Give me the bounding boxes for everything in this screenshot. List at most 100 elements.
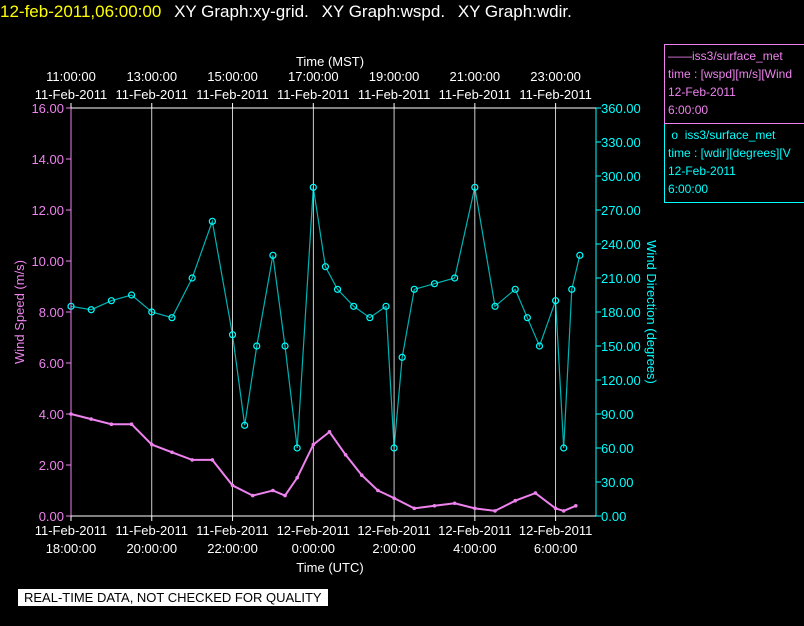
y-right-axis-title: Wind Direction (degrees) bbox=[644, 240, 659, 384]
wind-speed-point bbox=[327, 430, 332, 434]
x-top-tick-date: 11-Feb-2011 bbox=[358, 87, 431, 102]
y-left-axis-title: Wind Speed (m/s) bbox=[12, 260, 27, 364]
x-top-tick-time: 21:00:00 bbox=[450, 69, 501, 84]
y-left-tick-label: 10.00 bbox=[31, 254, 64, 269]
x-top-tick-time: 13:00:00 bbox=[126, 69, 177, 84]
wind-direction-point bbox=[241, 421, 249, 429]
wind-speed-point bbox=[513, 498, 518, 503]
y-right-tick-label: 240.00 bbox=[601, 237, 641, 252]
wind-direction-point bbox=[87, 306, 95, 314]
y-right-tick-label: 210.00 bbox=[601, 271, 641, 286]
y-left-tick-label: 12.00 bbox=[31, 203, 64, 218]
wind-direction-point bbox=[535, 342, 544, 350]
y-left-tick-label: 8.00 bbox=[39, 305, 64, 320]
wind-speed-point bbox=[452, 501, 457, 506]
legend: ——iss3/surface_met time : [wspd][m/s][Wi… bbox=[664, 44, 804, 203]
wind-direction-point bbox=[333, 285, 342, 293]
x-bottom-tick-date: 11-Feb-2011 bbox=[35, 523, 108, 538]
x-bottom-tick-time: 22:00:00 bbox=[207, 541, 258, 556]
wind-direction-point bbox=[309, 183, 317, 191]
quality-banner: REAL-TIME DATA, NOT CHECKED FOR QUALITY bbox=[18, 589, 328, 606]
x-top-axis-title: Time (MST) bbox=[296, 54, 364, 69]
line-swatch: —— bbox=[668, 49, 692, 63]
wind-direction-point bbox=[321, 263, 330, 271]
x-top-tick-date: 11-Feb-2011 bbox=[519, 87, 592, 102]
y-right-tick-label: 30.00 bbox=[601, 475, 634, 490]
x-top-tick-time: 17:00:00 bbox=[288, 69, 339, 84]
wind-direction-point bbox=[390, 444, 398, 452]
wind-speed-point bbox=[170, 450, 174, 455]
y-left-tick-label: 14.00 bbox=[31, 152, 64, 167]
wind-direction-point bbox=[471, 183, 479, 191]
wind-speed-point bbox=[553, 506, 558, 511]
wind-speed-point bbox=[574, 504, 578, 508]
y-left-tick-label: 16.00 bbox=[31, 101, 64, 116]
x-bottom-tick-time: 6:00:00 bbox=[534, 541, 577, 556]
timestamp: 12-feb-2011,06:00:00 bbox=[0, 2, 162, 21]
axes: 0.00 2.00 4.00 6.00 8.00 10.00 12.00 14.00 16.00… bbox=[31, 69, 640, 556]
wind-speed-point bbox=[412, 506, 417, 511]
wind-speed-point bbox=[473, 506, 477, 511]
wind-direction-point bbox=[523, 314, 531, 322]
x-bottom-tick-time: 18:00:00 bbox=[46, 541, 97, 556]
wind-speed-line bbox=[70, 413, 577, 512]
wind-speed-point bbox=[311, 442, 316, 447]
series-layer bbox=[67, 183, 584, 513]
legend-wspd-source: iss3/surface_met bbox=[692, 49, 783, 63]
wind-direction-point bbox=[568, 285, 576, 293]
x-top-tick-date: 11-Feb-2011 bbox=[277, 87, 350, 102]
wind-direction-point bbox=[253, 342, 261, 350]
y-right-tick-label: 330.00 bbox=[601, 135, 641, 150]
wind-speed-point bbox=[376, 488, 380, 493]
wind-direction-point bbox=[350, 302, 358, 310]
graph-name-wdir[interactable]: XY Graph:wdir. bbox=[457, 2, 572, 21]
y-right-tick-label: 270.00 bbox=[601, 203, 641, 218]
series-wind-direction bbox=[67, 183, 584, 452]
wind-direction-point bbox=[576, 251, 584, 259]
wind-direction-point bbox=[281, 342, 289, 350]
x-bottom-tick-date: 11-Feb-2011 bbox=[196, 523, 269, 538]
legend-entry-wspd[interactable]: ——iss3/surface_met time : [wspd][m/s][Wi… bbox=[664, 44, 804, 124]
wind-direction-point bbox=[107, 297, 115, 305]
x-bottom-tick-time: 2:00:00 bbox=[372, 541, 415, 556]
y-left-tick-label: 6.00 bbox=[39, 356, 64, 371]
wind-direction-point bbox=[168, 314, 176, 322]
wind-speed-point bbox=[493, 509, 497, 513]
y-left-tick-label: 0.00 bbox=[39, 509, 64, 524]
y-left-tick-label: 2.00 bbox=[39, 458, 64, 473]
legend-entry-wdir[interactable]: o iss3/surface_met time : [wdir][degrees… bbox=[664, 124, 804, 203]
wind-direction-point bbox=[148, 308, 156, 316]
graph-name-wspd[interactable]: XY Graph:wspd. bbox=[321, 2, 446, 21]
x-bottom-axis-title: Time (UTC) bbox=[296, 560, 363, 575]
x-bottom-tick-date: 12-Feb-2011 bbox=[438, 523, 511, 538]
wind-direction-point bbox=[269, 251, 277, 259]
series-wind-speed bbox=[69, 412, 578, 513]
wind-direction-line bbox=[70, 187, 581, 449]
graph-name-xy-grid[interactable]: XY Graph:xy-grid. bbox=[174, 2, 309, 21]
wind-speed-point bbox=[283, 493, 287, 498]
wind-direction-point bbox=[228, 331, 237, 339]
x-top-tick-date: 11-Feb-2011 bbox=[116, 87, 189, 102]
x-top-tick-time: 23:00:00 bbox=[530, 69, 581, 84]
y-right-tick-label: 60.00 bbox=[601, 441, 634, 456]
x-top-tick-date: 11-Feb-2011 bbox=[196, 87, 269, 102]
wind-direction-point bbox=[127, 291, 136, 299]
x-bottom-tick-time: 0:00:00 bbox=[292, 541, 335, 556]
x-bottom-tick-date: 11-Feb-2011 bbox=[116, 523, 189, 538]
legend-wdir-source: iss3/surface_met bbox=[684, 128, 776, 142]
wind-speed-point bbox=[432, 504, 437, 508]
wind-speed-point bbox=[561, 509, 566, 513]
legend-wdir-variable: time : [wdir][degrees][V bbox=[668, 146, 791, 160]
wind-speed-point bbox=[210, 458, 215, 462]
wind-direction-point bbox=[410, 285, 418, 293]
y-right-tick-label: 360.00 bbox=[601, 101, 641, 116]
y-left-tick-label: 4.00 bbox=[39, 407, 64, 422]
y-right-tick-label: 180.00 bbox=[601, 305, 641, 320]
wind-speed-point bbox=[129, 422, 134, 427]
wind-direction-point bbox=[552, 297, 560, 305]
title-bar: 12-feb-2011,06:00:00 XY Graph:xy-grid. X… bbox=[0, 0, 572, 26]
wind-direction-point bbox=[382, 302, 390, 310]
x-bottom-tick-time: 20:00:00 bbox=[126, 541, 177, 556]
marker-swatch: o bbox=[668, 128, 685, 142]
